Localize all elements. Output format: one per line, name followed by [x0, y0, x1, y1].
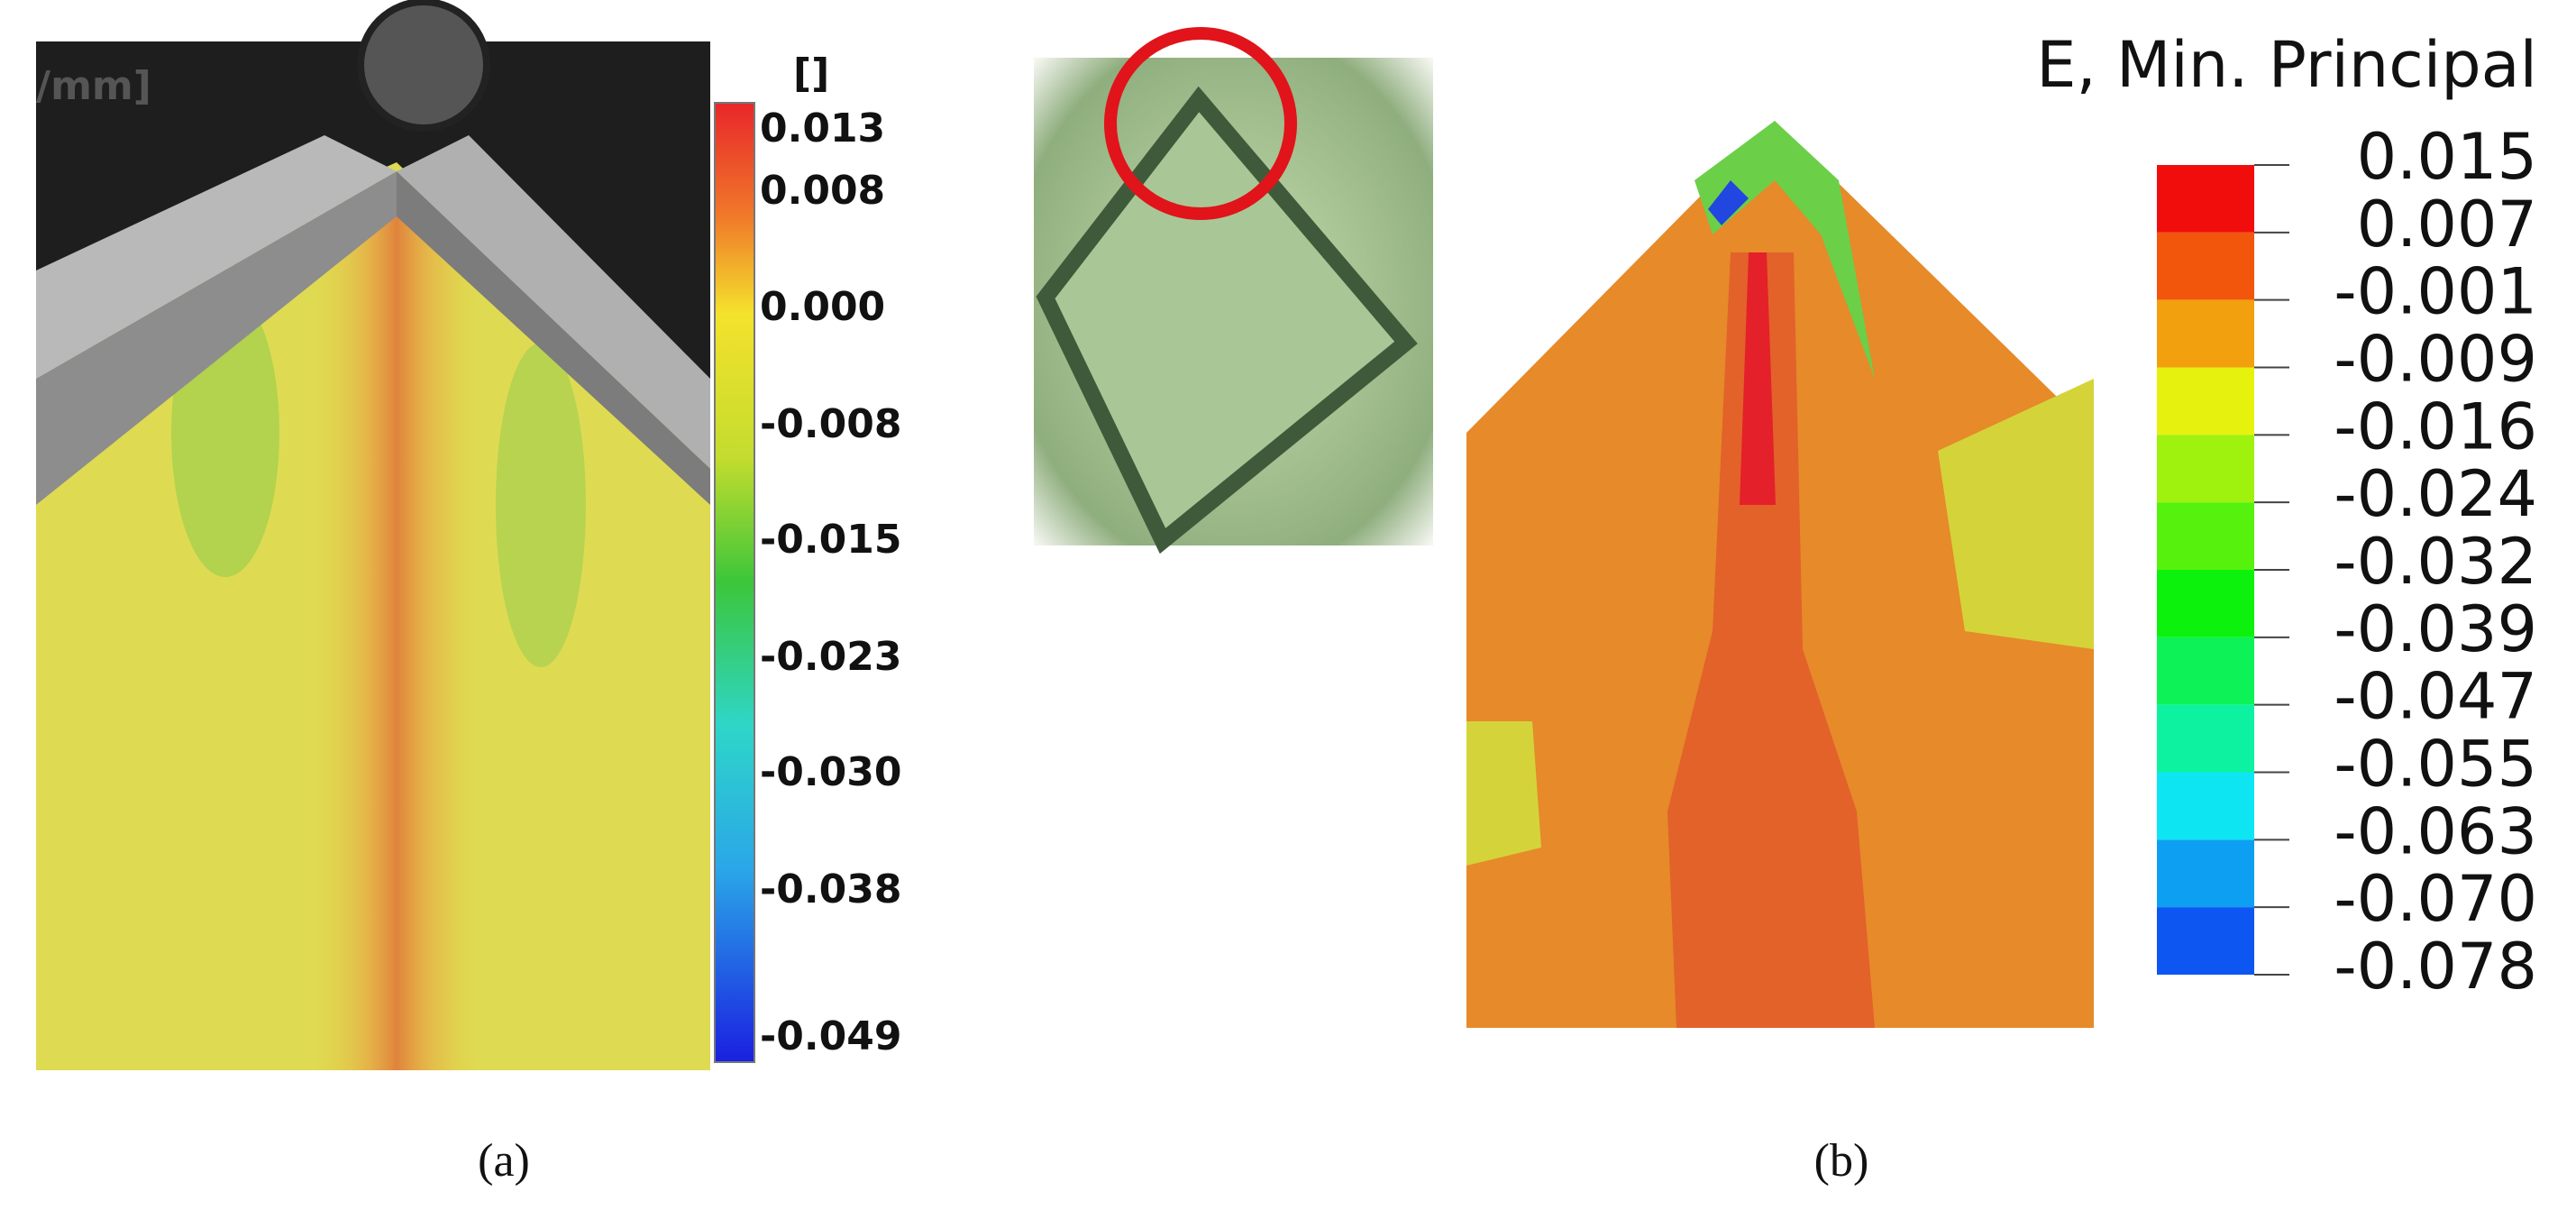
legend-label: -0.078	[2334, 930, 2537, 1004]
colorbar	[714, 102, 755, 1063]
legend-band	[2157, 570, 2254, 637]
green-zone	[496, 343, 586, 667]
fe-hot-zone	[1667, 252, 1875, 1028]
colorbar-label: -0.008	[760, 401, 901, 447]
metal-arm	[36, 135, 397, 379]
unit-label: []	[793, 50, 829, 96]
hinge	[357, 0, 490, 132]
fe-green-zone	[1694, 121, 1875, 379]
axis-fragment: /mm]	[36, 63, 151, 109]
legend: 0.0150.007-0.001-0.009-0.016-0.024-0.032…	[2157, 120, 2537, 1004]
fe-peak-zone	[1740, 252, 1776, 505]
caption: (b)	[1814, 1135, 1869, 1187]
panel-b: 0.0150.007-0.001-0.009-0.016-0.024-0.032…	[1034, 27, 2537, 1187]
colorbar-label: -0.030	[760, 749, 901, 795]
fe-blue-zone	[1708, 180, 1749, 225]
legend-label: -0.047	[2334, 660, 2537, 734]
legend-label: -0.001	[2334, 255, 2537, 329]
legend-band	[2157, 839, 2254, 908]
colorbar-label: -0.049	[760, 1013, 901, 1059]
legend-band	[2157, 907, 2254, 975]
caption: (a)	[478, 1135, 530, 1187]
legend-label: -0.039	[2334, 592, 2537, 666]
legend-label: -0.016	[2334, 390, 2537, 463]
legend-label: -0.009	[2334, 323, 2537, 397]
colorbar-label: -0.023	[760, 634, 901, 680]
legend-band	[2157, 165, 2254, 233]
colorbar-label: 0.000	[760, 284, 885, 330]
legend-band	[2157, 299, 2254, 368]
fe-yellow-zone	[1938, 379, 2094, 649]
panel-a: /mm] [] (a)	[36, 0, 829, 1187]
legend-label: 0.015	[2357, 120, 2537, 194]
fe-yellow-zone	[1466, 721, 1541, 866]
specimen	[1036, 86, 1418, 555]
legend-band	[2157, 772, 2254, 840]
legend-label: 0.007	[2357, 188, 2537, 261]
legend-band	[2157, 502, 2254, 570]
metal-arm	[397, 171, 710, 505]
legend-label: -0.063	[2334, 794, 2537, 868]
legend-title: E, Min. Principal	[2036, 28, 2537, 102]
colorbar-label: -0.015	[760, 517, 901, 563]
legend-label: -0.032	[2334, 525, 2537, 599]
colorbar-label: 0.013	[760, 105, 885, 151]
legend-label: -0.024	[2334, 457, 2537, 531]
strain-streak	[306, 180, 487, 1070]
legend-band	[2157, 704, 2254, 773]
colorbar-label: -0.038	[760, 866, 901, 912]
legend-band	[2157, 637, 2254, 705]
legend-label: -0.055	[2334, 728, 2537, 802]
metal-arm	[36, 171, 397, 505]
legend-label: -0.070	[2334, 862, 2537, 936]
metal-arm	[397, 135, 710, 469]
legend-band	[2157, 232, 2254, 300]
colorbar-label: 0.008	[760, 168, 885, 214]
legend-band	[2157, 367, 2254, 435]
legend-band	[2157, 435, 2254, 503]
highlight-circle	[1104, 27, 1297, 220]
